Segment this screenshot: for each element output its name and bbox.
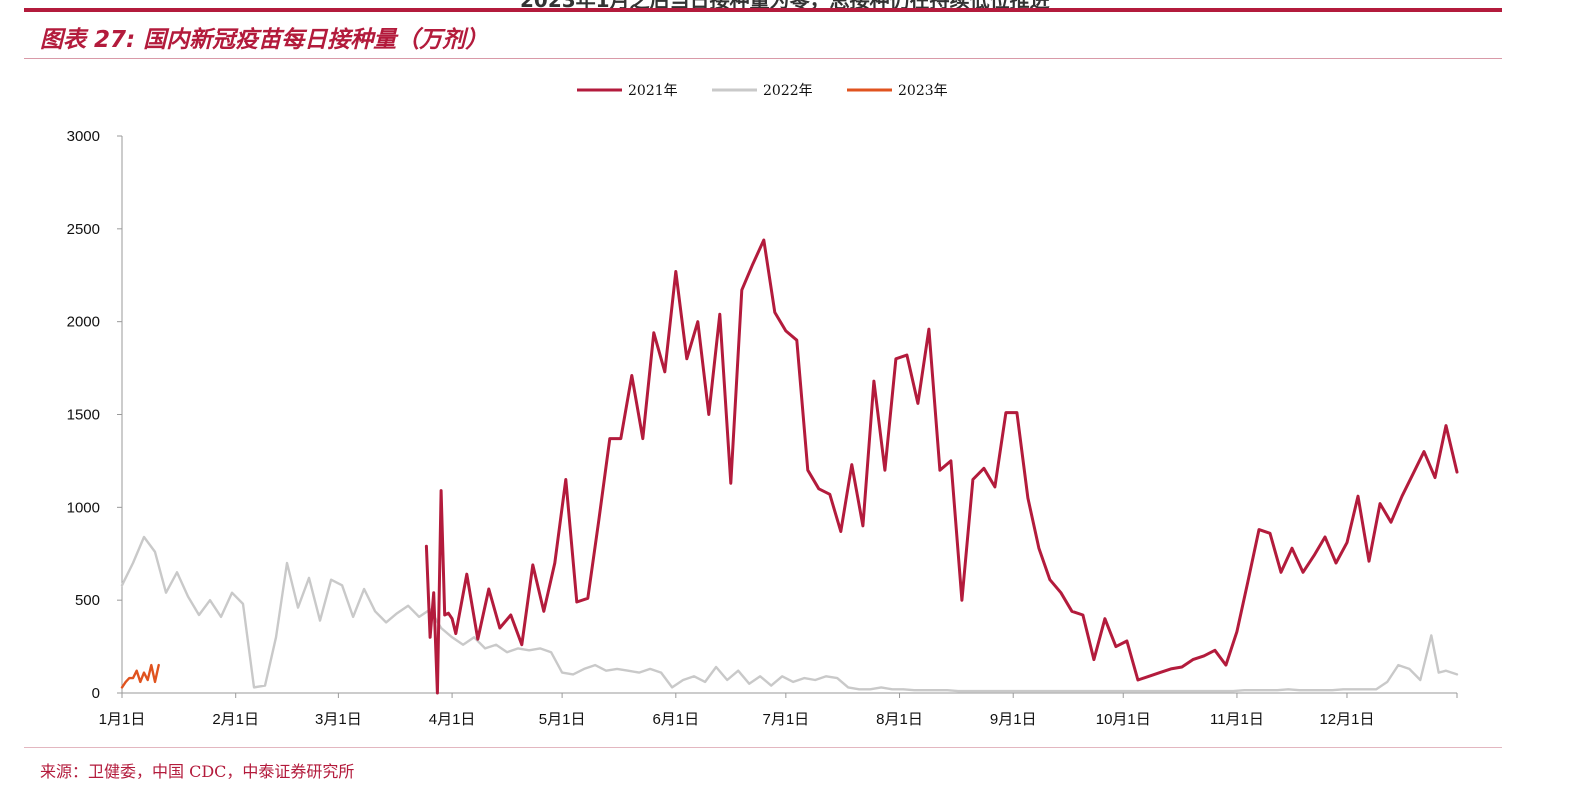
y-tick-label: 2000 bbox=[67, 314, 100, 331]
series-line-2023年 bbox=[120, 663, 160, 689]
x-tick-label: 7月1日 bbox=[762, 711, 809, 728]
x-tick-label: 2月1日 bbox=[212, 711, 259, 728]
title-rule bbox=[24, 58, 1502, 59]
x-tick-label: 10月1日 bbox=[1096, 711, 1151, 728]
x-tick-label: 12月1日 bbox=[1319, 711, 1374, 728]
y-tick-label: 2500 bbox=[67, 221, 100, 238]
y-tick-label: 1000 bbox=[67, 499, 100, 516]
y-tick-label: 0 bbox=[92, 685, 100, 702]
x-tick-label: 9月1日 bbox=[990, 711, 1037, 728]
legend-label-2023: 2023年 bbox=[898, 83, 948, 99]
chart-area: 2021年 2022年 2023年 0 500 1000 1500 2000 2500 30… bbox=[0, 60, 1582, 750]
axes: 0 500 1000 1500 2000 2500 3000 1月1日 2月1日 3月1日 4月1日… bbox=[67, 128, 1458, 728]
x-tick-label: 5月1日 bbox=[539, 711, 586, 728]
y-tick-label: 500 bbox=[75, 592, 100, 609]
daily-vaccination-chart: 2021年 2022年 2023年 0 500 1000 1500 2000 2500 30… bbox=[67, 83, 1459, 728]
x-tick-label: 1月1日 bbox=[99, 711, 146, 728]
source-note: 来源：卫健委，中国 CDC，中泰证券研究所 bbox=[40, 762, 355, 781]
x-tick-label: 3月1日 bbox=[315, 711, 362, 728]
legend: 2021年 2022年 2023年 bbox=[577, 83, 948, 99]
series-layer bbox=[120, 238, 1459, 695]
series-line-2022年 bbox=[120, 535, 1459, 693]
chart-title: 图表 27: 国内新冠疫苗每日接种量（万剂） bbox=[40, 27, 489, 53]
cropped-heading: 2023年1月之后当日接种量为零，总接种仍在持续低位推进 bbox=[520, 0, 1340, 8]
legend-label-2022: 2022年 bbox=[763, 83, 813, 99]
legend-label-2021: 2021年 bbox=[628, 83, 678, 99]
top-rule bbox=[24, 8, 1502, 12]
footer-rule bbox=[24, 747, 1502, 748]
x-tick-label: 6月1日 bbox=[652, 711, 699, 728]
y-tick-label: 3000 bbox=[67, 128, 100, 145]
y-tick-label: 1500 bbox=[67, 407, 100, 424]
x-tick-label: 8月1日 bbox=[876, 711, 923, 728]
x-tick-label: 4月1日 bbox=[429, 711, 476, 728]
series-line-2021年 bbox=[424, 238, 1459, 695]
x-tick-label: 11月1日 bbox=[1210, 711, 1264, 728]
